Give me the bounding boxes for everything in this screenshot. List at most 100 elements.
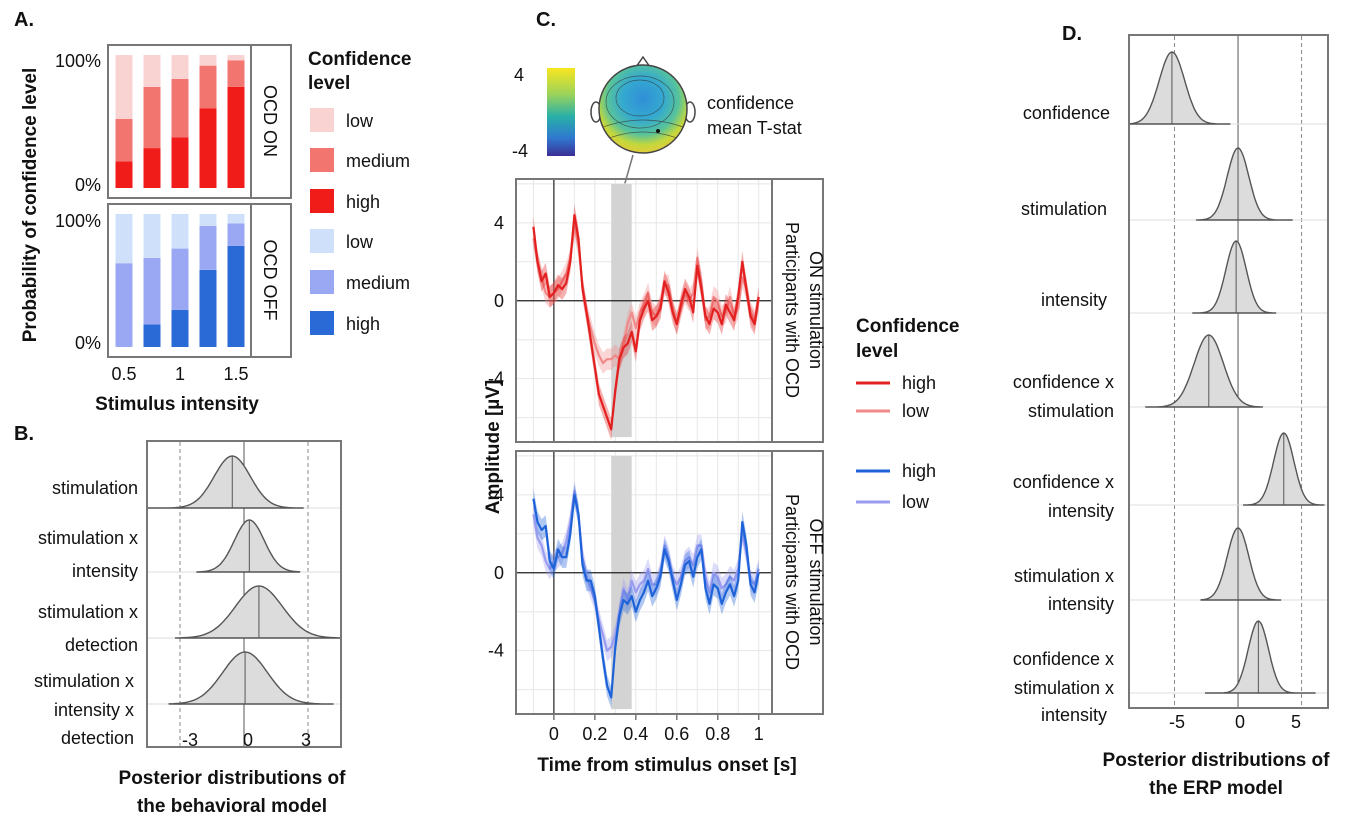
d-xtick-5: 5 bbox=[1291, 712, 1301, 732]
c-shaded-window bbox=[611, 183, 632, 438]
c-band-high bbox=[533, 484, 759, 709]
posterior-density-stimulation-x-intensity bbox=[1200, 527, 1282, 601]
d-label-3way-line2: stimulation x bbox=[1014, 678, 1114, 698]
posterior-density-stimulation-x-detection bbox=[174, 585, 341, 639]
a-legend-on-low: low bbox=[346, 111, 374, 131]
d-label-3way-line1: confidence x bbox=[1013, 649, 1114, 669]
posterior-density-stimulation bbox=[148, 455, 304, 509]
a-bar-high-0.75 bbox=[143, 148, 161, 188]
c-xtick: 0.2 bbox=[582, 724, 607, 744]
a-bar-medium-1 bbox=[171, 78, 189, 138]
c-ytick: 0 bbox=[494, 563, 504, 583]
panel-c-erp: 4 -4 confidence mean T-stat Participants… bbox=[483, 55, 959, 776]
a-on-ytick-0: 0% bbox=[75, 175, 101, 195]
c-legend-title-line1: Confidence bbox=[856, 316, 959, 337]
a-bar-low-0.75 bbox=[143, 214, 161, 258]
a-legend-on-medium: medium bbox=[346, 151, 410, 171]
c-on-strip bbox=[771, 178, 824, 443]
c-ytick: -4 bbox=[488, 641, 504, 661]
d-label-intensity: intensity bbox=[1041, 290, 1107, 310]
a-legend-off-medium: medium bbox=[346, 273, 410, 293]
a-bar-low-1.5 bbox=[227, 55, 245, 61]
a-bar-high-1.25 bbox=[199, 108, 217, 188]
panel-label-b: B. bbox=[14, 423, 34, 445]
a-legend-off-high: high bbox=[346, 314, 380, 334]
a-bar-low-0.75 bbox=[143, 55, 161, 87]
a-legend-on-high: high bbox=[346, 192, 380, 212]
b-label-stim-int-line1: stimulation x bbox=[38, 528, 138, 548]
c-xlabel: Time from stimulus onset [s] bbox=[537, 755, 796, 776]
c-off-facet-label-line2: OFF stimulation bbox=[806, 518, 826, 645]
d-label-3way-line3: intensity bbox=[1041, 705, 1107, 725]
c-ytick: 4 bbox=[494, 213, 504, 233]
a-legend-swatch-on-low bbox=[310, 108, 334, 132]
c-plot-ocd-off bbox=[517, 452, 771, 713]
c-legend-title-line2: level bbox=[856, 341, 898, 362]
a-bar-high-1.5 bbox=[227, 245, 245, 347]
c-line-high bbox=[532, 493, 760, 699]
a-on-ytick-100: 100% bbox=[55, 51, 101, 71]
c-xtick: 0.4 bbox=[623, 724, 648, 744]
c-xtick: 0 bbox=[549, 724, 559, 744]
posterior-density-confidence-x-stimulation-x-intensity bbox=[1204, 620, 1316, 694]
a-bar-medium-1 bbox=[171, 248, 189, 310]
a-bar-low-1 bbox=[171, 214, 189, 249]
d-title-line2: the ERP model bbox=[1149, 778, 1283, 799]
b-label-stim-det-line2: detection bbox=[65, 635, 138, 655]
a-bar-high-0.75 bbox=[143, 324, 161, 347]
c-xtick: 1 bbox=[754, 724, 764, 744]
c-xtick: 0.6 bbox=[664, 724, 689, 744]
a-off-ytick-0: 0% bbox=[75, 333, 101, 353]
b-xtick-neg3: -3 bbox=[182, 730, 198, 750]
a-bar-low-0.5 bbox=[115, 55, 133, 119]
a-bar-medium-1.25 bbox=[199, 65, 217, 109]
a-off-strip bbox=[250, 203, 292, 358]
a-bar-high-1.5 bbox=[227, 86, 245, 188]
b-title-line2: the behavioral model bbox=[137, 796, 327, 817]
a-bar-high-1 bbox=[171, 137, 189, 188]
b-xtick-0: 0 bbox=[243, 730, 253, 750]
panel-label-d: D. bbox=[1062, 23, 1082, 45]
c-off-facet-label-line1: Participants with OCD bbox=[782, 494, 802, 670]
d-label-stim-int-line1: stimulation x bbox=[1014, 566, 1114, 586]
a-legend-swatch-off-medium bbox=[310, 270, 334, 294]
c-ytick: -4 bbox=[488, 369, 504, 389]
c-xticks: 0 0.2 0.4 0.6 0.8 1 bbox=[549, 714, 764, 744]
c-ylabel: Amplitude [µV] bbox=[483, 380, 504, 514]
panel-d-erp-posteriors: confidence stimulation intensity confide… bbox=[1013, 34, 1330, 799]
d-density-plot bbox=[1129, 36, 1327, 707]
a-bars-ocd-off bbox=[115, 214, 245, 347]
posterior-density-stimulation bbox=[1196, 147, 1293, 221]
d-label-confidence: confidence bbox=[1023, 103, 1110, 123]
a-legend-title-line1: Confidence bbox=[308, 49, 411, 70]
c-colorbar-tick-neg4: -4 bbox=[512, 141, 528, 161]
b-label-stimulation: stimulation bbox=[52, 478, 138, 498]
c-on-facet-label-line1: Participants with OCD bbox=[782, 222, 802, 398]
c-on-facet-label-line2: ON stimulation bbox=[806, 251, 826, 369]
d-xtick-0: 0 bbox=[1235, 712, 1245, 732]
a-xlabel: Stimulus intensity bbox=[95, 394, 259, 415]
posterior-density-confidence bbox=[1129, 51, 1231, 125]
a-legend-swatch-on-medium bbox=[310, 148, 334, 172]
b-label-stim-int-line2: intensity bbox=[72, 561, 138, 581]
a-bar-medium-0.5 bbox=[115, 263, 133, 347]
c-legend-off-high: high bbox=[902, 461, 936, 481]
a-bar-low-1.25 bbox=[199, 214, 217, 226]
b-label-3way-line3: detection bbox=[61, 728, 134, 748]
b-label-3way-line1: stimulation x bbox=[34, 671, 134, 691]
a-bar-low-1.5 bbox=[227, 214, 245, 224]
d-label-stimulation: stimulation bbox=[1021, 199, 1107, 219]
a-legend-swatch-off-low bbox=[310, 229, 334, 253]
a-bar-high-1 bbox=[171, 309, 189, 347]
a-off-facet-label: OCD OFF bbox=[260, 240, 280, 321]
posterior-density-stimulation-x-intensity-x-detection bbox=[168, 651, 334, 705]
a-legend-swatch-on-high bbox=[310, 189, 334, 213]
a-xtick-1: 1 bbox=[175, 364, 185, 384]
d-label-stim-int-line2: intensity bbox=[1048, 594, 1114, 614]
a-off-ytick-100: 100% bbox=[55, 211, 101, 231]
posterior-density-confidence-x-stimulation bbox=[1145, 334, 1264, 408]
c-plot-ocd-on bbox=[517, 180, 771, 441]
c-topomap-label-line2: mean T-stat bbox=[707, 118, 802, 138]
b-density-plot bbox=[148, 442, 341, 746]
